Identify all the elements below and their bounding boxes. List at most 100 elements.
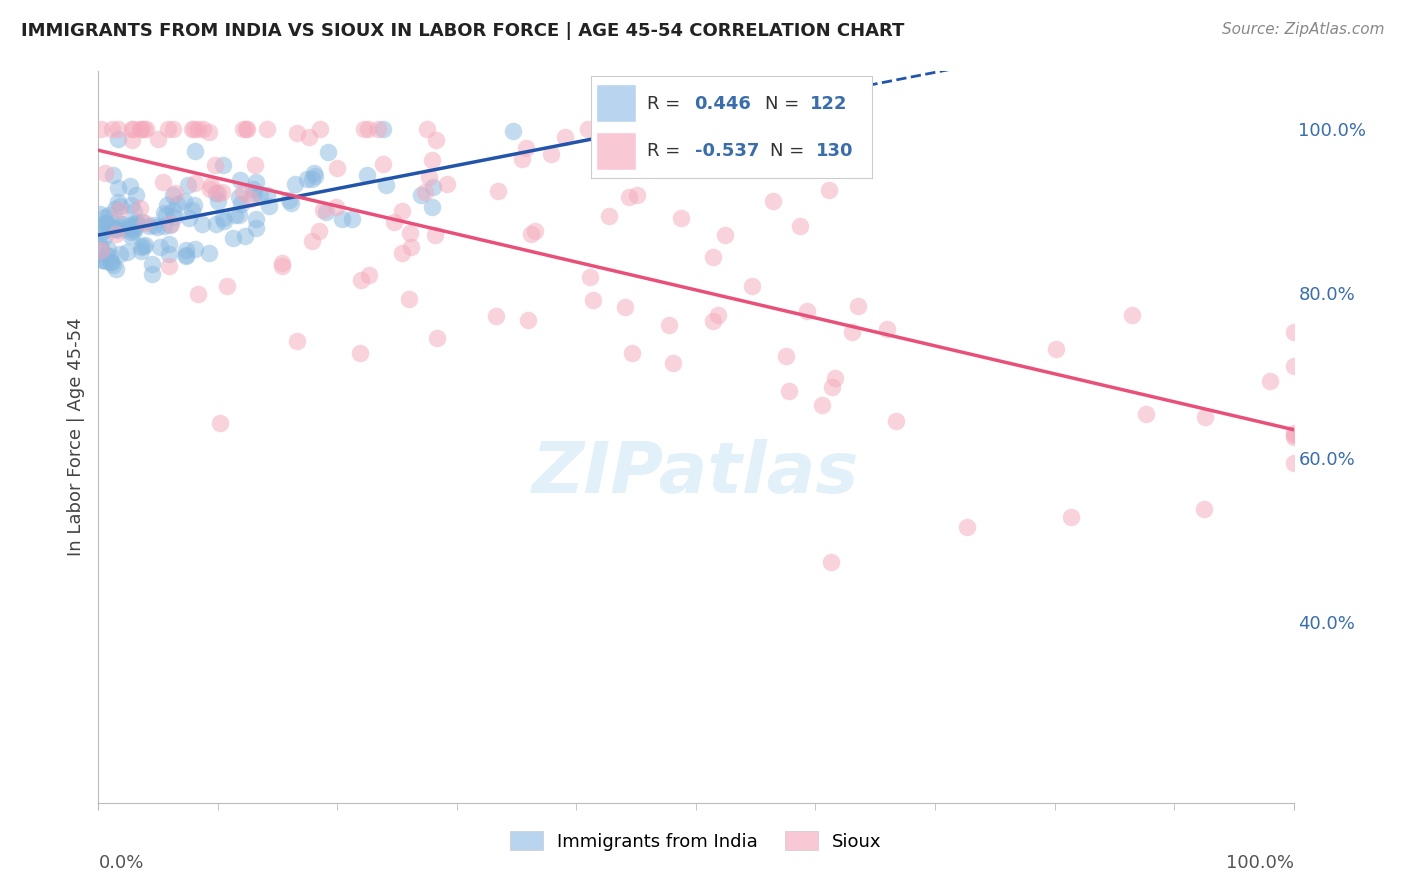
Point [107, 223, 129, 237]
Point [349, 346, 371, 360]
Point [125, 187, 148, 202]
Point [426, 331, 449, 345]
Point [142, 218, 165, 232]
Point [118, 219, 141, 234]
Point [520, 227, 543, 241]
Point [228, 208, 250, 222]
Point [325, 161, 347, 176]
Point [1282, 325, 1305, 339]
FancyBboxPatch shape [596, 84, 636, 122]
Point [96, 217, 118, 231]
Point [702, 250, 724, 264]
Text: R =: R = [647, 95, 681, 112]
Point [134, 216, 156, 230]
Point [105, 227, 128, 241]
Point [166, 197, 188, 211]
Point [120, 225, 142, 239]
Point [135, 121, 157, 136]
Point [184, 144, 207, 158]
Point [245, 174, 267, 188]
Point [398, 227, 420, 241]
Point [222, 231, 245, 245]
Point [94, 166, 117, 180]
Point [177, 211, 200, 225]
Text: N =: N = [765, 95, 799, 112]
Point [132, 121, 155, 136]
Point [820, 556, 842, 570]
Point [94, 216, 117, 230]
Point [235, 121, 257, 136]
Point [162, 203, 184, 218]
Point [122, 203, 145, 218]
Point [122, 221, 145, 235]
Point [301, 172, 323, 186]
Point [162, 121, 184, 136]
Point [285, 334, 308, 348]
Point [398, 292, 420, 306]
Point [187, 121, 209, 136]
Point [107, 181, 129, 195]
Point [212, 158, 235, 172]
Point [235, 229, 257, 244]
Point [1282, 425, 1305, 440]
Point [101, 258, 124, 272]
Point [1192, 501, 1215, 516]
Text: Source: ZipAtlas.com: Source: ZipAtlas.com [1222, 22, 1385, 37]
Point [207, 194, 229, 209]
Point [215, 279, 238, 293]
Point [789, 219, 811, 233]
Point [90, 226, 112, 240]
Point [1282, 430, 1305, 444]
Point [356, 168, 378, 182]
Point [124, 219, 146, 234]
Point [884, 414, 907, 428]
Point [669, 211, 692, 225]
Point [817, 182, 839, 196]
Point [200, 178, 222, 193]
Point [418, 169, 440, 184]
Point [707, 308, 730, 322]
Point [239, 192, 262, 206]
Point [100, 255, 122, 269]
Point [107, 121, 129, 136]
Point [658, 318, 681, 333]
Point [101, 168, 124, 182]
Y-axis label: In Labor Force | Age 45-54: In Labor Force | Age 45-54 [66, 318, 84, 557]
Point [309, 121, 332, 136]
Point [285, 126, 308, 140]
Point [270, 256, 292, 270]
Point [422, 180, 444, 194]
Point [316, 145, 339, 159]
Point [702, 314, 724, 328]
Text: 0.0%: 0.0% [98, 854, 143, 872]
Legend: Immigrants from India, Sioux: Immigrants from India, Sioux [502, 822, 890, 860]
Point [125, 215, 148, 229]
Point [157, 237, 180, 252]
Point [1045, 342, 1067, 356]
Point [391, 246, 413, 260]
Point [598, 209, 620, 223]
Point [132, 239, 155, 253]
Point [90, 242, 112, 256]
Point [141, 267, 163, 281]
Point [848, 299, 870, 313]
Point [229, 173, 252, 187]
Point [94, 216, 117, 230]
Point [138, 219, 160, 234]
Text: N =: N = [770, 142, 804, 160]
Point [93, 210, 115, 224]
Point [214, 214, 236, 228]
Point [200, 182, 222, 196]
Point [295, 171, 318, 186]
Point [115, 244, 138, 259]
Point [191, 218, 214, 232]
Point [101, 121, 124, 136]
Point [409, 187, 432, 202]
Point [97, 242, 120, 256]
Point [524, 224, 547, 238]
Point [350, 273, 373, 287]
Point [714, 227, 737, 242]
Point [173, 194, 195, 208]
Point [162, 187, 184, 202]
Point [104, 221, 127, 235]
